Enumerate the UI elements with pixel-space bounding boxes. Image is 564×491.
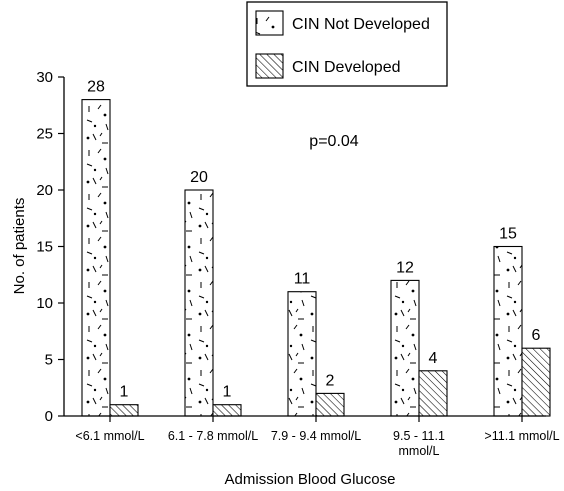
y-tick-label: 25 bbox=[36, 126, 53, 143]
x-tick-label: 7.9 - 9.4 mmol/L bbox=[271, 429, 361, 443]
data-label: 12 bbox=[396, 259, 414, 276]
bar-cin-developed bbox=[521, 347, 551, 417]
x-tick-label: 9.5 - 11.1 bbox=[393, 429, 445, 443]
y-tick-label: 30 bbox=[36, 69, 53, 86]
bar-cin-not-developed bbox=[184, 189, 214, 417]
bar-cin-developed bbox=[109, 404, 139, 417]
legend-label-developed: CIN Developed bbox=[292, 59, 401, 76]
bars bbox=[81, 99, 551, 417]
p-value-annotation: p=0.04 bbox=[309, 133, 358, 150]
x-axis-ticks: <6.1 mmol/L 6.1 - 7.8 mmol/L 7.9 - 9.4 mmo… bbox=[75, 416, 560, 458]
data-label: 20 bbox=[190, 169, 208, 186]
y-tick-label: 15 bbox=[36, 239, 53, 256]
x-tick-label: >11.1 mmol/L bbox=[484, 429, 559, 443]
y-tick-label: 10 bbox=[36, 295, 53, 312]
bar-cin-not-developed bbox=[287, 291, 317, 417]
x-tick-label: 6.1 - 7.8 mmol/L bbox=[168, 429, 258, 443]
legend-label-not-developed: CIN Not Developed bbox=[292, 16, 430, 33]
legend-swatch-developed bbox=[255, 53, 284, 79]
data-label: 6 bbox=[532, 327, 541, 344]
bar-cin-not-developed bbox=[493, 245, 523, 417]
y-tick-label: 0 bbox=[45, 408, 53, 425]
data-label: 15 bbox=[499, 226, 517, 243]
y-axis-ticks: 0 5 10 15 20 25 30 bbox=[36, 69, 64, 425]
bar-cin-developed bbox=[212, 404, 242, 417]
y-axis-label: No. of patients bbox=[11, 198, 28, 295]
bar-cin-developed bbox=[315, 392, 345, 417]
data-label: 1 bbox=[223, 384, 232, 401]
data-label: 4 bbox=[429, 350, 438, 367]
data-label: 2 bbox=[326, 372, 335, 389]
legend-swatch-not-developed bbox=[255, 10, 284, 36]
y-tick-label: 20 bbox=[36, 182, 53, 199]
bar-cin-developed bbox=[418, 370, 448, 417]
legend: CIN Not Developed CIN Developed bbox=[246, 1, 448, 87]
bar-cin-not-developed bbox=[390, 279, 420, 417]
data-label: 28 bbox=[87, 79, 105, 96]
x-tick-label: mmol/L bbox=[399, 444, 440, 458]
bar-cin-not-developed bbox=[81, 99, 111, 417]
data-label: 11 bbox=[294, 271, 311, 288]
data-label: 1 bbox=[120, 384, 129, 401]
x-tick-label: <6.1 mmol/L bbox=[75, 429, 144, 443]
x-axis-label: Admission Blood Glucose bbox=[225, 471, 396, 488]
y-tick-label: 5 bbox=[45, 352, 53, 369]
